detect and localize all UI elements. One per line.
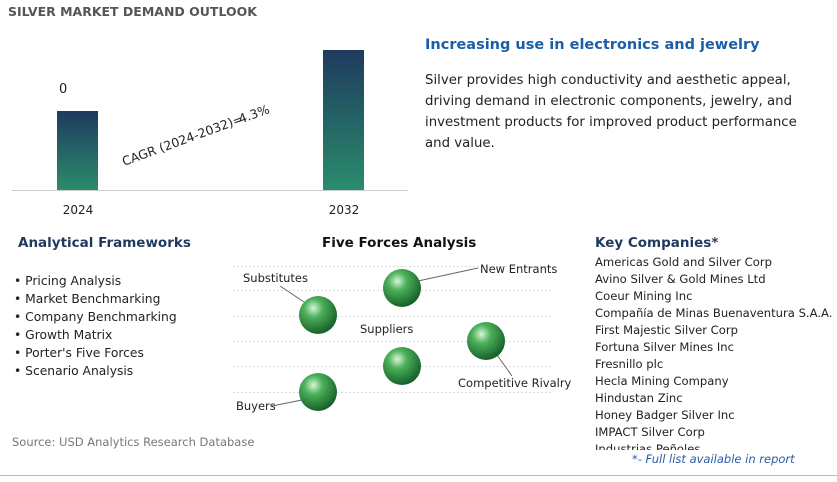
list-item: • Company Benchmarking bbox=[14, 308, 177, 326]
leader-line bbox=[279, 285, 305, 303]
force-label: Suppliers bbox=[360, 322, 413, 336]
bullet: • bbox=[14, 364, 26, 378]
list-item: IMPACT Silver Corp bbox=[595, 424, 832, 441]
x-label: 2032 bbox=[329, 203, 360, 217]
highlight-title: Increasing use in electronics and jewelr… bbox=[425, 37, 760, 53]
item-text: Fresnillo plc bbox=[595, 357, 664, 371]
title: SILVER MARKET DEMAND OUTLOOK bbox=[8, 4, 257, 19]
list-item: • Pricing Analysis bbox=[14, 272, 177, 290]
list-item: First Majestic Silver Corp bbox=[595, 322, 832, 339]
force-sphere bbox=[383, 269, 421, 307]
x-label: 2024 bbox=[63, 203, 94, 217]
bar-label: 0 bbox=[59, 82, 67, 97]
bullet: • bbox=[14, 292, 26, 306]
companies-note: *- Full list available in report bbox=[632, 452, 795, 466]
force-label: New Entrants bbox=[480, 262, 557, 276]
item-text: Growth Matrix bbox=[25, 328, 113, 342]
list-item: Coeur Mining Inc bbox=[595, 288, 832, 305]
force-label: Substitutes bbox=[243, 271, 308, 285]
item-text: Hecla Mining Company bbox=[595, 374, 729, 388]
bullet: • bbox=[14, 274, 26, 288]
cagr-label: CAGR (2024-2032)= bbox=[120, 111, 245, 169]
bullet: • bbox=[14, 328, 26, 342]
item-text: Coeur Mining Inc bbox=[595, 289, 693, 303]
force-label: Competitive Rivalry bbox=[458, 376, 572, 390]
list-item: Industrias Peñoles bbox=[595, 441, 832, 450]
companies-title: Key Companies* bbox=[595, 235, 719, 251]
frameworks-title: Analytical Frameworks bbox=[18, 235, 191, 251]
source: Source: USD Analytics Research Database bbox=[12, 435, 255, 449]
force-sphere bbox=[299, 296, 337, 334]
bullet: • bbox=[14, 346, 26, 360]
force-sphere bbox=[383, 347, 421, 385]
list-item: Avino Silver & Gold Mines Ltd bbox=[595, 271, 832, 288]
list-item: Honey Badger Silver Inc bbox=[595, 407, 832, 424]
bar bbox=[323, 50, 364, 190]
item-text: Pricing Analysis bbox=[25, 274, 122, 288]
frameworks-list: • Pricing Analysis • Market Benchmarking •… bbox=[14, 272, 177, 380]
item-text: Fortuna Silver Mines Inc bbox=[595, 340, 734, 354]
item-text: Company Benchmarking bbox=[25, 310, 177, 324]
bar bbox=[57, 111, 98, 190]
leader-line bbox=[271, 399, 303, 407]
list-item: Hindustan Zinc bbox=[595, 390, 832, 407]
forces-title: Five Forces Analysis bbox=[322, 235, 477, 251]
list-item: • Scenario Analysis bbox=[14, 362, 177, 380]
item-text: Honey Badger Silver Inc bbox=[595, 408, 735, 422]
cagr-value: 4.3% bbox=[236, 101, 271, 126]
item-text: Scenario Analysis bbox=[25, 364, 134, 378]
item-text: Market Benchmarking bbox=[25, 292, 161, 306]
leader-line bbox=[496, 354, 513, 377]
highlight-text: Silver provides high conductivity and ae… bbox=[425, 73, 797, 151]
item-text: Industrias Peñoles bbox=[595, 442, 701, 450]
list-item: • Market Benchmarking bbox=[14, 290, 177, 308]
cagr: CAGR (2024-2032)=4.3% bbox=[120, 101, 272, 168]
force-sphere bbox=[299, 373, 337, 411]
list-item: Fortuna Silver Mines Inc bbox=[595, 339, 832, 356]
leader-line bbox=[417, 267, 479, 282]
item-text: Compañía de Minas Buenaventura S.A.A. bbox=[595, 306, 833, 320]
list-item: Compañía de Minas Buenaventura S.A.A. bbox=[595, 305, 832, 322]
list-item: Fresnillo plc bbox=[595, 356, 832, 373]
item-text: Porter's Five Forces bbox=[25, 346, 144, 360]
item-text: IMPACT Silver Corp bbox=[595, 425, 705, 439]
bullet: • bbox=[14, 310, 26, 324]
item-text: Americas Gold and Silver Corp bbox=[595, 255, 772, 269]
list-item: • Porter's Five Forces bbox=[14, 344, 177, 362]
list-item: Americas Gold and Silver Corp bbox=[595, 254, 832, 271]
companies-list: Americas Gold and Silver Corp Avino Silve… bbox=[595, 254, 832, 450]
item-text: Avino Silver & Gold Mines Ltd bbox=[595, 272, 766, 286]
force-label: Buyers bbox=[236, 399, 276, 413]
force-sphere bbox=[467, 322, 505, 360]
item-text: Hindustan Zinc bbox=[595, 391, 683, 405]
item-text: First Majestic Silver Corp bbox=[595, 323, 738, 337]
list-item: Hecla Mining Company bbox=[595, 373, 832, 390]
list-item: • Growth Matrix bbox=[14, 326, 177, 344]
